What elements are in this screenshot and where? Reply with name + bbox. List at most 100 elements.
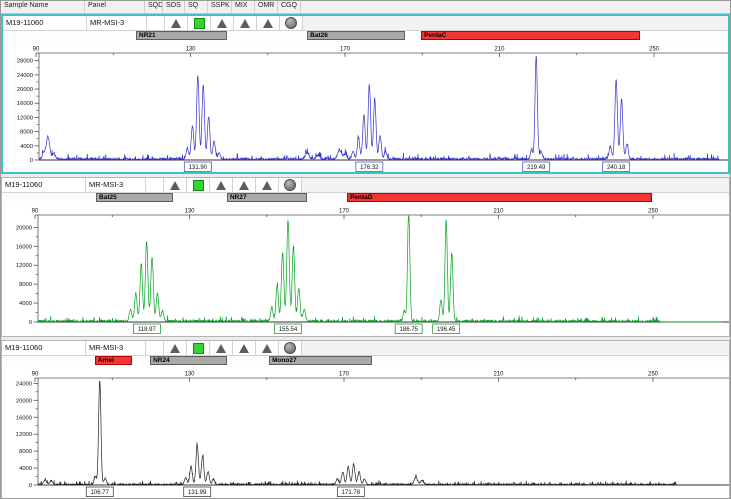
mix-flag-cell[interactable] [233, 341, 256, 355]
sample-row[interactable]: M19-11060 MR-MSI-3 [3, 16, 728, 31]
sample-name: M19-11060 [2, 341, 86, 355]
column-header-omr[interactable]: OMR [255, 1, 278, 13]
marker-nr24[interactable]: NR24 [150, 356, 227, 365]
circle-icon [284, 342, 296, 354]
column-header-sspk[interactable]: SSPK [208, 1, 232, 13]
sample-plot-panel[interactable]: M19-11060 MR-MSI-3 NR21 Bat26 PentaC 90 130… [1, 14, 730, 174]
sample-plot-panel[interactable]: M19-11060 MR-MSI-3 Bat25 NR27 PentaD 90 130… [1, 177, 730, 337]
column-header-cgq[interactable]: CGQ [278, 1, 301, 13]
sample-row-spacer [302, 178, 729, 192]
y-tick-label: 0 [30, 158, 33, 164]
sqd-cell [147, 16, 165, 30]
y-tick-label: 20000 [16, 225, 32, 231]
y-tick-label: 8000 [20, 130, 33, 136]
cgq-flag-cell[interactable] [279, 178, 302, 192]
omr-flag-cell[interactable] [256, 178, 279, 192]
triangle-icon [263, 18, 273, 28]
x-tick-label: 170 [339, 372, 350, 378]
sq-flag-cell[interactable] [188, 16, 211, 30]
sample-row[interactable]: M19-11060 MR-MSI-3 [2, 178, 729, 193]
sos-flag-cell[interactable] [164, 341, 187, 355]
peak-size-label-box[interactable] [85, 486, 114, 497]
column-header-sq[interactable]: SQ [185, 1, 208, 13]
peak-size-label-box[interactable] [183, 486, 212, 497]
triangle-icon [262, 180, 272, 190]
square-icon [193, 17, 205, 29]
sample-row[interactable]: M19-11060 MR-MSI-3 [2, 341, 729, 356]
triangle-icon [171, 18, 181, 28]
y-tick-label: 0 [29, 320, 32, 326]
y-tick-label: 8000 [19, 449, 32, 455]
sample-plots-container: M19-11060 MR-MSI-3 NR21 Bat26 PentaC 90 130… [1, 14, 730, 499]
electropherogram-plot[interactable]: 90 130 170 210 250 20000 16000 12000 8000 4000 0 11… [2, 203, 729, 336]
y-tick-label: 24000 [17, 73, 33, 79]
omr-flag-cell[interactable] [257, 16, 280, 30]
x-tick-label: 130 [185, 47, 196, 53]
column-header-sample-name[interactable]: Sample Name [1, 1, 85, 13]
cgq-flag-cell[interactable] [279, 341, 302, 355]
marker-mono27[interactable]: Mono27 [269, 356, 372, 365]
sq-flag-cell[interactable] [187, 178, 210, 192]
column-header-sos[interactable]: SOS [163, 1, 185, 13]
sspk-flag-cell[interactable] [210, 341, 233, 355]
peak-size-label-box[interactable] [432, 323, 461, 334]
electropherogram-plot[interactable]: 90 130 170 210 250 24000 20000 16000 12000 8000 40… [2, 366, 729, 499]
mix-flag-cell[interactable] [233, 178, 256, 192]
triangle-icon [262, 343, 272, 353]
peak-size-label: 171.78 [342, 490, 361, 496]
peak-size-label: 196.45 [437, 327, 456, 333]
column-header-mix[interactable]: MIX [232, 1, 255, 13]
x-tick-label: 130 [184, 372, 195, 378]
marker-row: Amel NR24 Mono27 [2, 356, 729, 366]
omr-flag-cell[interactable] [256, 341, 279, 355]
panel-name: MR-MSI-3 [87, 16, 147, 30]
column-header-sqd[interactable]: SQD [145, 1, 163, 13]
peak-size-label-box[interactable] [394, 323, 423, 334]
x-tick-label: 90 [32, 372, 39, 378]
triangle-icon [217, 18, 227, 28]
electropherogram-plot[interactable]: 90 130 170 210 250 28000 24000 20000 16000 12000 8… [3, 41, 730, 174]
y-tick-label: 4000 [19, 466, 32, 472]
marker-row: NR21 Bat26 PentaC [3, 31, 728, 41]
peak-size-label-box[interactable] [274, 323, 302, 334]
x-tick-label: 170 [339, 209, 350, 215]
x-tick-label: 250 [649, 47, 660, 53]
peak-size-label-box[interactable] [522, 161, 551, 172]
panel-name: MR-MSI-3 [86, 178, 146, 192]
sample-row-spacer [303, 16, 728, 30]
peak-size-label-box[interactable] [355, 161, 384, 172]
peak-size-label-box[interactable] [602, 161, 631, 172]
triangle-icon [170, 343, 180, 353]
circle-icon [284, 179, 296, 191]
triangle-icon [240, 18, 250, 28]
marker-pentad[interactable]: PentaD [347, 193, 652, 202]
peak-size-label: 176.32 [360, 165, 379, 171]
sample-name: M19-11060 [3, 16, 87, 30]
x-tick-label: 250 [648, 372, 659, 378]
y-tick-label: 16000 [17, 101, 33, 107]
peak-size-label-box[interactable] [336, 486, 365, 497]
marker-bat26[interactable]: Bat26 [307, 31, 405, 40]
sos-flag-cell[interactable] [164, 178, 187, 192]
marker-amel[interactable]: Amel [94, 356, 132, 365]
sspk-flag-cell[interactable] [211, 16, 234, 30]
y-tick-label: 16000 [16, 415, 32, 421]
x-tick-label: 210 [493, 372, 504, 378]
mix-flag-cell[interactable] [234, 16, 257, 30]
y-tick-label: 24000 [16, 381, 32, 387]
marker-nr27[interactable]: NR27 [226, 193, 307, 202]
sample-plot-panel[interactable]: M19-11060 MR-MSI-3 Amel NR24 Mono27 90 130 1… [1, 340, 730, 499]
sq-flag-cell[interactable] [187, 341, 210, 355]
peak-size-label-box[interactable] [132, 323, 161, 334]
sos-flag-cell[interactable] [165, 16, 188, 30]
marker-bat25[interactable]: Bat25 [96, 193, 173, 202]
marker-pentac[interactable]: PentaC [421, 31, 641, 40]
cgq-flag-cell[interactable] [280, 16, 303, 30]
panel-name: MR-MSI-3 [86, 341, 146, 355]
peak-size-label: 131.99 [188, 490, 207, 496]
column-header-panel[interactable]: Panel [85, 1, 145, 13]
marker-nr21[interactable]: NR21 [136, 31, 227, 40]
sspk-flag-cell[interactable] [210, 178, 233, 192]
peak-size-label-box[interactable] [183, 161, 212, 172]
x-tick-label: 130 [184, 209, 195, 215]
